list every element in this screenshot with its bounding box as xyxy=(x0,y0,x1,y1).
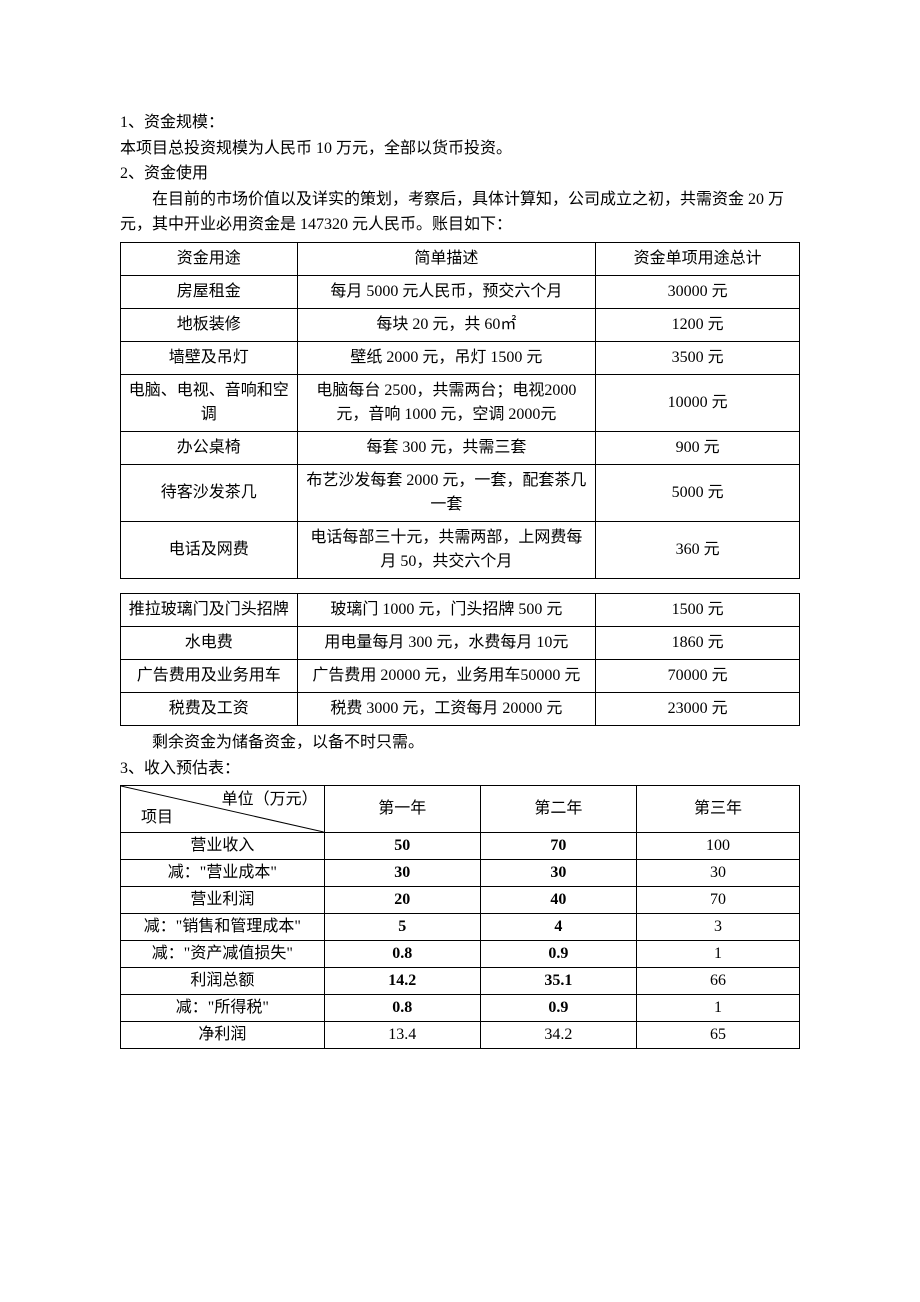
table-row: 待客沙发茶几布艺沙发每套 2000 元，一套，配套茶几一套5000 元 xyxy=(121,464,800,521)
table-row: 水电费用电量每月 300 元，水费每月 10元1860 元 xyxy=(121,626,800,659)
section-1-heading: 1、资金规模： xyxy=(120,110,800,136)
funds-usage-table: 资金用途 简单描述 资金单项用途总计 房屋租金每月 5000 元人民币，预交六个… xyxy=(120,242,800,579)
diag-bottom-label: 项目 xyxy=(141,806,173,830)
col-header: 第三年 xyxy=(637,786,800,833)
col-header: 资金单项用途总计 xyxy=(596,242,800,275)
section-1-body: 本项目总投资规模为人民币 10 万元，全部以货币投资。 xyxy=(120,136,800,162)
table-row: 营业收入5070100 xyxy=(121,833,800,860)
table-row: 推拉玻璃门及门头招牌玻璃门 1000 元，门头招牌 500 元1500 元 xyxy=(121,593,800,626)
table-row: 营业利润204070 xyxy=(121,887,800,914)
table-row: 地板装修每块 20 元，共 60㎡1200 元 xyxy=(121,308,800,341)
table-header-row: 单位（万元） 项目 第一年 第二年 第三年 xyxy=(121,786,800,833)
table-row: 房屋租金每月 5000 元人民币，预交六个月30000 元 xyxy=(121,275,800,308)
section-2-heading: 2、资金使用 xyxy=(120,161,800,187)
table-row: 利润总额14.235.166 xyxy=(121,968,800,995)
table-row: 电话及网费电话每部三十元，共需两部，上网费每月 50，共交六个月360 元 xyxy=(121,521,800,578)
col-header: 简单描述 xyxy=(297,242,596,275)
table-row: 办公桌椅每套 300 元，共需三套900 元 xyxy=(121,431,800,464)
col-header: 第一年 xyxy=(324,786,480,833)
remaining-funds-note: 剩余资金为储备资金，以备不时只需。 xyxy=(120,730,800,756)
income-forecast-table: 单位（万元） 项目 第一年 第二年 第三年 营业收入5070100 减："营业成… xyxy=(120,785,800,1049)
col-header: 资金用途 xyxy=(121,242,298,275)
section-3-heading: 3、收入预估表： xyxy=(120,756,800,782)
funds-usage-table-continued: 推拉玻璃门及门头招牌玻璃门 1000 元，门头招牌 500 元1500 元 水电… xyxy=(120,593,800,726)
table-row: 减："资产减值损失"0.80.91 xyxy=(121,941,800,968)
table-row: 减："所得税"0.80.91 xyxy=(121,995,800,1022)
table-row: 税费及工资税费 3000 元，工资每月 20000 元23000 元 xyxy=(121,692,800,725)
table-row: 减："营业成本"303030 xyxy=(121,860,800,887)
diagonal-header-cell: 单位（万元） 项目 xyxy=(121,786,325,833)
diag-top-label: 单位（万元） xyxy=(222,788,318,812)
table-row: 广告费用及业务用车广告费用 20000 元，业务用车50000 元70000 元 xyxy=(121,659,800,692)
col-header: 第二年 xyxy=(480,786,636,833)
table-row: 墙壁及吊灯壁纸 2000 元，吊灯 1500 元3500 元 xyxy=(121,341,800,374)
table-row: 电脑、电视、音响和空调电脑每台 2500，共需两台；电视2000 元，音响 10… xyxy=(121,374,800,431)
table-row: 净利润13.434.265 xyxy=(121,1022,800,1049)
section-2-body: 在目前的市场价值以及详实的策划，考察后，具体计算知，公司成立之初，共需资金 20… xyxy=(120,187,800,238)
table-header-row: 资金用途 简单描述 资金单项用途总计 xyxy=(121,242,800,275)
table-row: 减："销售和管理成本"543 xyxy=(121,914,800,941)
